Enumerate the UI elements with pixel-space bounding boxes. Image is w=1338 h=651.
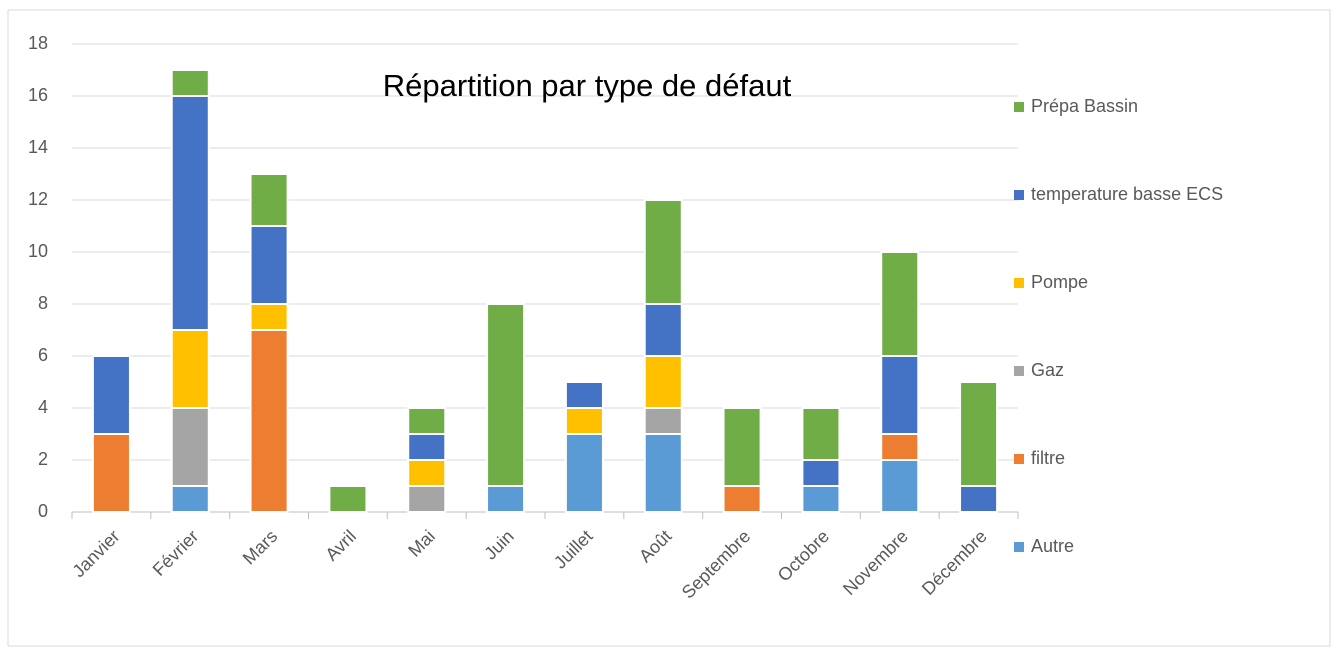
bar-segment [643, 355, 683, 409]
bar-segment [564, 407, 604, 435]
bar-segment [880, 251, 920, 357]
bar-segment [91, 433, 131, 513]
y-tick-label: 18 [28, 33, 48, 53]
legend-swatch [1014, 190, 1024, 200]
bar-segment [959, 485, 999, 513]
bar-segment [249, 329, 289, 513]
bar-segment [880, 459, 920, 513]
bar-segment [564, 381, 604, 409]
legend-swatch [1014, 102, 1024, 112]
legend-label: temperature basse ECS [1031, 184, 1223, 204]
chart-title: Répartition par type de défaut [383, 68, 792, 103]
y-tick-label: 2 [38, 449, 48, 469]
bar-segment [722, 407, 762, 487]
bar-segment [722, 485, 762, 513]
bar-segment [407, 485, 447, 513]
y-tick-label: 6 [38, 345, 48, 365]
y-tick-label: 10 [28, 241, 48, 261]
legend-label: filtre [1031, 448, 1065, 468]
bar-segment [170, 485, 210, 513]
legend-label: Gaz [1031, 360, 1064, 380]
bar-segment [959, 381, 999, 487]
legend-label: Autre [1031, 536, 1074, 556]
y-tick-label: 16 [28, 85, 48, 105]
bar-segment [801, 459, 841, 487]
legend-swatch [1014, 542, 1024, 552]
bar-segment [170, 407, 210, 487]
bar-segment [249, 303, 289, 331]
bar-segment [564, 433, 604, 513]
bar-segment [170, 329, 210, 409]
bar-segment [643, 407, 683, 435]
bar-segment [407, 459, 447, 487]
y-tick-label: 12 [28, 189, 48, 209]
bar-segment [880, 355, 920, 435]
y-tick-label: 4 [38, 397, 48, 417]
bar-segment [407, 433, 447, 461]
bar-segment [170, 95, 210, 331]
bar-segment [643, 433, 683, 513]
bar-segment [486, 485, 526, 513]
bar-segment [249, 173, 289, 227]
bar-segment [643, 303, 683, 357]
legend-swatch [1014, 454, 1024, 464]
bar-segment [801, 485, 841, 513]
bar-segment [170, 69, 210, 97]
legend-swatch [1014, 278, 1024, 288]
bar-segment [91, 355, 131, 435]
bar-segment [880, 433, 920, 461]
bar-segment [328, 485, 368, 513]
legend-swatch [1014, 366, 1024, 376]
y-tick-label: 14 [28, 137, 48, 157]
bar-segment [486, 303, 526, 487]
legend-label: Pompe [1031, 272, 1088, 292]
bar-segment [249, 225, 289, 305]
y-tick-label: 0 [38, 501, 48, 521]
bar-segment [801, 407, 841, 461]
legend-label: Prépa Bassin [1031, 96, 1138, 116]
y-tick-label: 8 [38, 293, 48, 313]
bar-segment [643, 199, 683, 305]
bar-segment [407, 407, 447, 435]
